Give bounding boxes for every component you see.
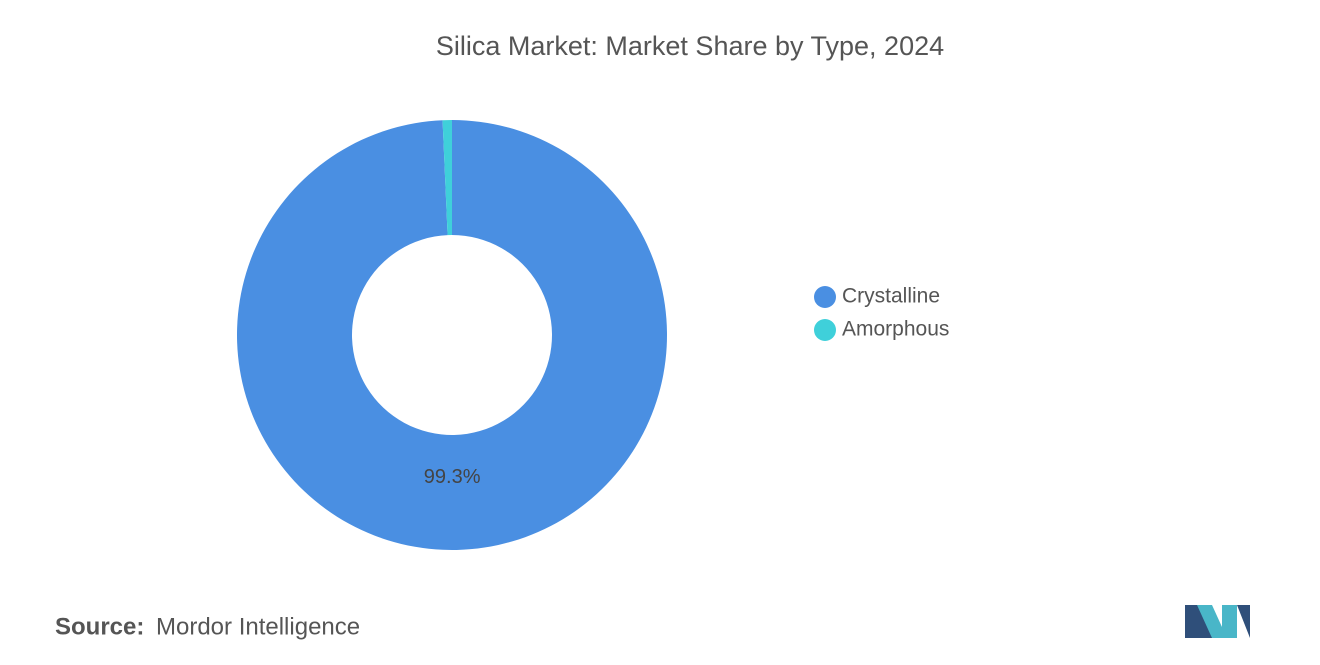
donut-slice [236,120,667,550]
legend-marker [814,319,836,341]
donut-slice [442,120,452,236]
legend-label: Amorphous [842,318,949,341]
legend-marker [814,286,836,308]
value-label: 99.3% [424,466,481,488]
logo [1185,605,1250,638]
source-label: Source: [55,613,144,640]
legend-label: Crystalline [842,285,940,308]
chart-title: Silica Market: Market Share by Type, 202… [436,31,944,61]
source-text: Mordor Intelligence [156,613,360,640]
